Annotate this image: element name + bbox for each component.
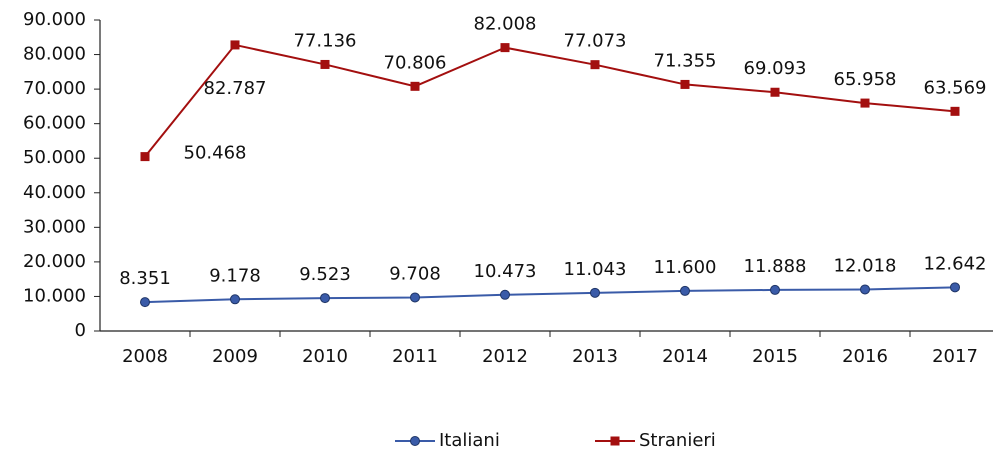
data-label: 70.806 (384, 52, 447, 73)
x-tick-label: 2010 (302, 346, 348, 367)
legend-label: Italiani (439, 430, 500, 451)
marker (140, 152, 150, 162)
x-tick-label: 2016 (842, 346, 888, 367)
y-tick-label: 90.000 (23, 9, 86, 30)
marker (770, 87, 780, 97)
data-label: 8.351 (119, 268, 171, 289)
marker (770, 284, 780, 295)
marker (590, 287, 600, 298)
marker (680, 285, 690, 296)
x-tick-label: 2012 (482, 346, 528, 367)
legend-marker (410, 436, 420, 446)
marker (230, 40, 240, 50)
data-label: 82.787 (204, 78, 267, 99)
marker (410, 292, 420, 303)
y-tick-label: 0 (75, 320, 86, 341)
data-label: 12.018 (834, 255, 897, 276)
x-tick-label: 2011 (392, 346, 438, 367)
marker (320, 59, 330, 69)
data-label: 50.468 (184, 143, 247, 164)
legend-label: Stranieri (639, 430, 716, 451)
x-tick-label: 2008 (122, 346, 168, 367)
y-tick-label: 80.000 (23, 44, 86, 65)
data-label: 11.888 (744, 256, 807, 277)
marker (860, 98, 870, 108)
data-label: 71.355 (654, 50, 717, 71)
marker (590, 60, 600, 70)
data-label: 63.569 (924, 77, 987, 98)
data-label: 12.642 (924, 253, 987, 274)
y-tick-label: 20.000 (23, 251, 86, 272)
marker (500, 289, 510, 300)
data-label: 11.600 (654, 257, 717, 278)
series-line (144, 286, 956, 304)
data-label: 77.136 (294, 30, 357, 51)
marker (140, 297, 150, 308)
data-label: 10.473 (474, 261, 537, 282)
marker (860, 284, 870, 295)
y-tick-label: 70.000 (23, 78, 86, 99)
data-label: 69.093 (744, 58, 807, 79)
x-tick-label: 2015 (752, 346, 798, 367)
series-line (144, 43, 956, 158)
x-tick-label: 2009 (212, 346, 258, 367)
data-label: 77.073 (564, 31, 627, 52)
y-tick-label: 60.000 (23, 113, 86, 134)
data-label: 9.178 (209, 265, 261, 286)
marker (410, 81, 420, 91)
data-label: 82.008 (474, 14, 537, 35)
marker (500, 43, 510, 53)
data-label: 9.708 (389, 263, 441, 284)
y-tick-label: 30.000 (23, 216, 86, 237)
x-tick-label: 2017 (932, 346, 978, 367)
data-label: 9.523 (299, 264, 351, 285)
data-label: 11.043 (564, 259, 627, 280)
legend-marker (610, 436, 620, 446)
data-label: 65.958 (834, 69, 897, 90)
y-tick-label: 10.000 (23, 285, 86, 306)
x-tick-label: 2013 (572, 346, 618, 367)
marker (950, 282, 960, 293)
y-tick-label: 50.000 (23, 147, 86, 168)
y-tick-label: 40.000 (23, 182, 86, 203)
marker (950, 106, 960, 116)
marker (230, 294, 240, 305)
marker (320, 293, 330, 304)
x-tick-label: 2014 (662, 346, 708, 367)
marker (680, 79, 690, 89)
